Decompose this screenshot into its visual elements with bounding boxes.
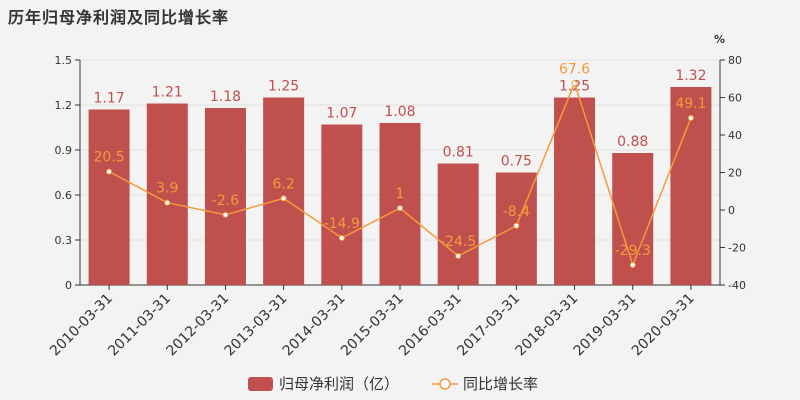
y-left-tick-label: 0.3 — [55, 234, 73, 247]
y-right-tick-label: 20 — [728, 167, 742, 180]
y-right-tick-label: 40 — [728, 129, 742, 142]
bar-data-label: 0.75 — [501, 154, 532, 170]
line-data-label: -14.9 — [324, 216, 360, 232]
bar — [263, 97, 305, 285]
y-right-tick-label: -40 — [728, 279, 746, 292]
y-left-tick-label: 0 — [65, 279, 72, 292]
y-right-tick-label: 60 — [728, 92, 742, 105]
y-left-tick-label: 0.6 — [55, 189, 73, 202]
line-point — [397, 205, 403, 212]
line-data-label: 1 — [396, 186, 405, 202]
bar-data-label: 1.21 — [152, 85, 183, 101]
bar-data-label: 1.08 — [384, 104, 415, 120]
y-right-tick-label: 0 — [728, 204, 735, 217]
line-data-label: 49.1 — [675, 96, 706, 112]
bar-data-label: 1.18 — [210, 89, 241, 105]
line-point — [571, 80, 578, 87]
y-left-tick-label: 1.5 — [55, 54, 73, 67]
line-point — [629, 261, 636, 268]
bar — [88, 109, 130, 285]
bar-data-label: 1.17 — [94, 91, 125, 107]
line-point — [164, 199, 171, 206]
bar-data-label: 1.25 — [268, 79, 299, 95]
y-left-tick-label: 0.9 — [55, 144, 73, 157]
line-data-label: -24.5 — [440, 234, 476, 250]
bar — [204, 108, 246, 285]
legend-line-marker — [439, 378, 451, 390]
bar-data-label: 1.32 — [675, 68, 706, 84]
line-point — [513, 222, 520, 229]
y-right-tick-label: 80 — [728, 54, 742, 67]
line-point — [222, 211, 229, 218]
bar-data-label: 1.07 — [326, 106, 357, 122]
y-right-unit-label: % — [714, 33, 725, 46]
line-point — [280, 195, 287, 202]
bar-data-label: 0.81 — [443, 145, 474, 161]
bar — [437, 163, 479, 285]
line-data-label: -29.3 — [615, 243, 651, 259]
bar-data-label: 1.25 — [559, 79, 590, 95]
line-data-label: -2.6 — [212, 193, 239, 209]
line-data-label: 3.9 — [156, 181, 178, 197]
line-point — [455, 252, 462, 259]
line-data-label: -8.4 — [503, 204, 530, 220]
line-data-label: 6.2 — [273, 176, 295, 192]
line-data-label: 67.6 — [559, 61, 590, 77]
bar — [321, 124, 363, 285]
bar — [554, 97, 596, 285]
chart-title: 历年归母净利润及同比增长率 — [8, 8, 230, 27]
line-point — [687, 114, 694, 121]
bar-data-label: 0.88 — [617, 134, 648, 150]
line-point — [338, 234, 345, 241]
bar — [379, 123, 421, 285]
line-data-label: 20.5 — [94, 150, 125, 166]
bar — [146, 103, 188, 285]
legend-bar-swatch — [248, 377, 273, 391]
legend-bar-label: 归母净利润（亿） — [279, 375, 399, 393]
x-tick-label: 2020-03-31 — [629, 291, 698, 360]
legend-line-label: 同比增长率 — [463, 375, 538, 393]
y-right-tick-label: -20 — [728, 242, 746, 255]
line-point — [106, 168, 113, 175]
y-left-tick-label: 1.2 — [55, 99, 73, 112]
